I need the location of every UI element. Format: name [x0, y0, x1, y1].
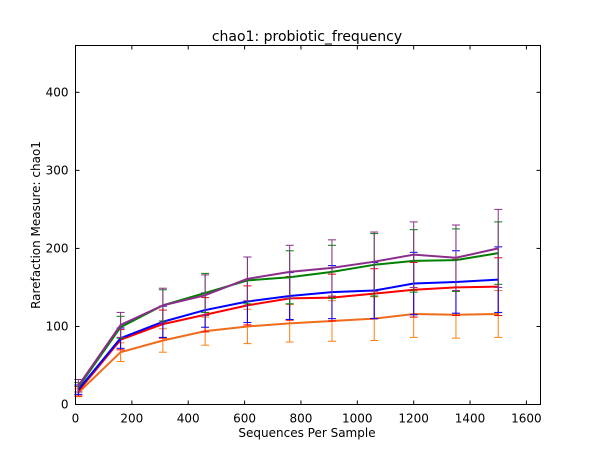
chart-title: chao1: probiotic_frequency: [212, 29, 402, 45]
y-axis-label: Rarefaction Measure: chao1: [29, 141, 43, 309]
series-line: [77, 285, 499, 392]
x-axis-label: Sequences Per Sample: [238, 426, 375, 440]
x-tick-label: 0: [72, 412, 80, 426]
y-tick-label: 300: [46, 163, 69, 177]
x-tick-label: 1600: [511, 412, 542, 426]
y-tick-label: 400: [46, 85, 69, 99]
x-tick-label: 600: [233, 412, 256, 426]
y-tick-label: 200: [46, 241, 69, 255]
y-tick-label: 0: [61, 398, 69, 412]
series-line: [77, 247, 499, 387]
plot-frame: [75, 45, 541, 405]
plot-area: [74, 208, 503, 398]
x-tick-label: 1400: [455, 412, 486, 426]
x-tick-label: 1000: [342, 412, 373, 426]
series-line: [77, 312, 499, 394]
series-1: [74, 290, 503, 398]
x-tick-label: 400: [177, 412, 200, 426]
series-line: [77, 278, 499, 391]
y-tick-label: 100: [46, 319, 69, 333]
x-tick-label: 200: [120, 412, 143, 426]
x-tick-label: 800: [290, 412, 313, 426]
axis-ticks: 0 200 400 600 800 1000 1200 1400 1600 0 100 200 300 4…: [46, 45, 542, 426]
series-2: [74, 257, 503, 397]
series-5: [74, 208, 503, 393]
x-tick-label: 1200: [398, 412, 429, 426]
series-4: [74, 221, 503, 393]
